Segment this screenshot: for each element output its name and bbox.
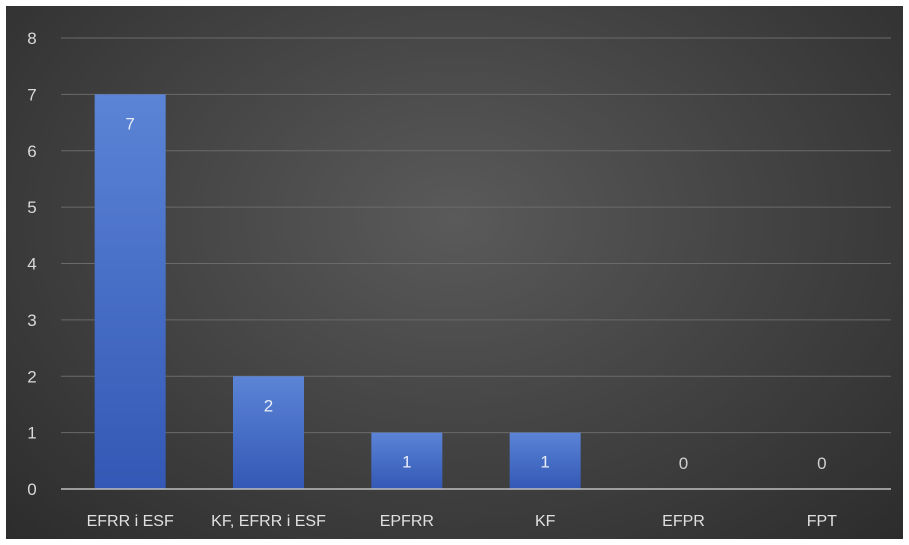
y-axis-tick-labels: 0 1 2 3 4 5 6 7 8	[27, 29, 36, 499]
data-label: 7	[125, 114, 134, 133]
y-tick-label: 6	[27, 142, 36, 161]
data-label: 0	[679, 454, 688, 473]
bars	[94, 94, 581, 489]
gridlines	[61, 37, 891, 434]
bar	[94, 94, 166, 489]
x-category-label: EPFRR	[380, 513, 434, 530]
data-labels: 7 2 1 1 0 0	[125, 114, 826, 473]
data-label: 2	[264, 396, 273, 415]
y-tick-label: 1	[27, 424, 36, 443]
data-label: 1	[402, 453, 411, 472]
y-tick-label: 4	[27, 255, 36, 274]
y-tick-label: 3	[27, 311, 36, 330]
x-category-label: KF, EFRR i ESF	[211, 513, 326, 530]
data-label: 0	[817, 454, 826, 473]
y-tick-label: 8	[27, 29, 36, 48]
y-tick-label: 7	[27, 85, 36, 104]
x-category-label: EFPR	[662, 513, 705, 530]
bar-chart: 0 1 2 3 4 5 6 7 8 EFRR i ESF KF, EFRR i ESF EPFRR K…	[27, 29, 891, 530]
y-tick-label: 0	[27, 480, 36, 499]
bar	[509, 432, 581, 489]
data-label: 1	[540, 453, 549, 472]
bar	[371, 432, 443, 489]
x-category-label: KF	[535, 513, 556, 530]
chart-area: 0 1 2 3 4 5 6 7 8 EFRR i ESF KF, EFRR i ESF EPFRR K…	[6, 6, 903, 539]
x-category-label: EFRR i ESF	[87, 513, 174, 530]
y-tick-label: 2	[27, 367, 36, 386]
bar	[233, 376, 304, 489]
y-tick-label: 5	[27, 198, 36, 217]
x-category-label: FPT	[807, 513, 837, 530]
x-axis-category-labels: EFRR i ESF KF, EFRR i ESF EPFRR KF EFPR FPT	[87, 513, 838, 530]
